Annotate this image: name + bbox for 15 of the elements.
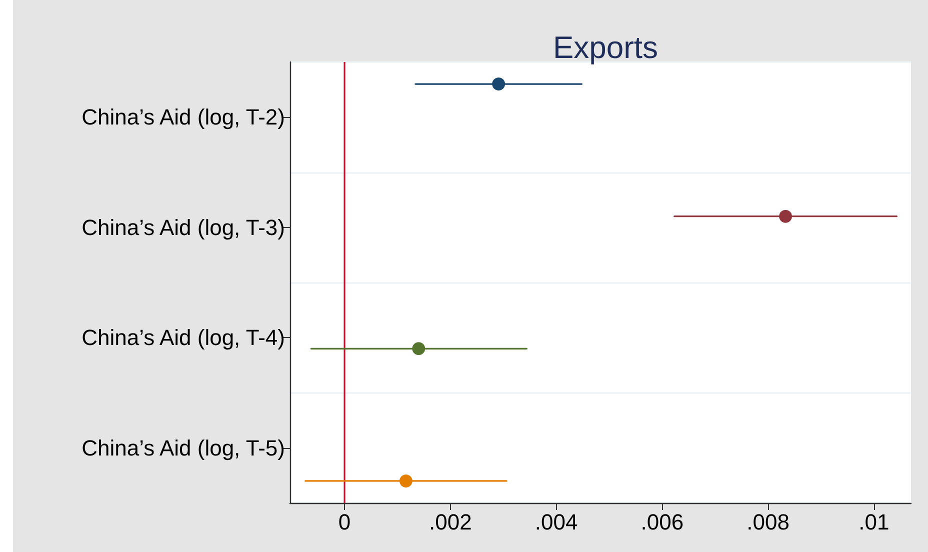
point: [399, 474, 412, 488]
x-tick-label: .008: [746, 510, 790, 534]
y-tick-label: China’s Aid (log, T-5): [82, 435, 285, 460]
y-tick-label: China’s Aid (log, T-4): [82, 325, 285, 350]
point: [492, 78, 506, 91]
point: [412, 342, 426, 356]
x-tick-label: .002: [429, 510, 472, 534]
y-tick-label: China’s Aid (log, T-2): [82, 104, 285, 130]
chart-title: Exports: [552, 30, 658, 65]
x-tick-label: .01: [858, 510, 890, 534]
x-tick-label: 0: [338, 510, 351, 534]
y-tick-label: China’s Aid (log, T-3): [82, 214, 285, 240]
x-tick-label: .006: [640, 510, 684, 534]
x-tick-label: .004: [534, 510, 578, 534]
point: [779, 210, 792, 223]
